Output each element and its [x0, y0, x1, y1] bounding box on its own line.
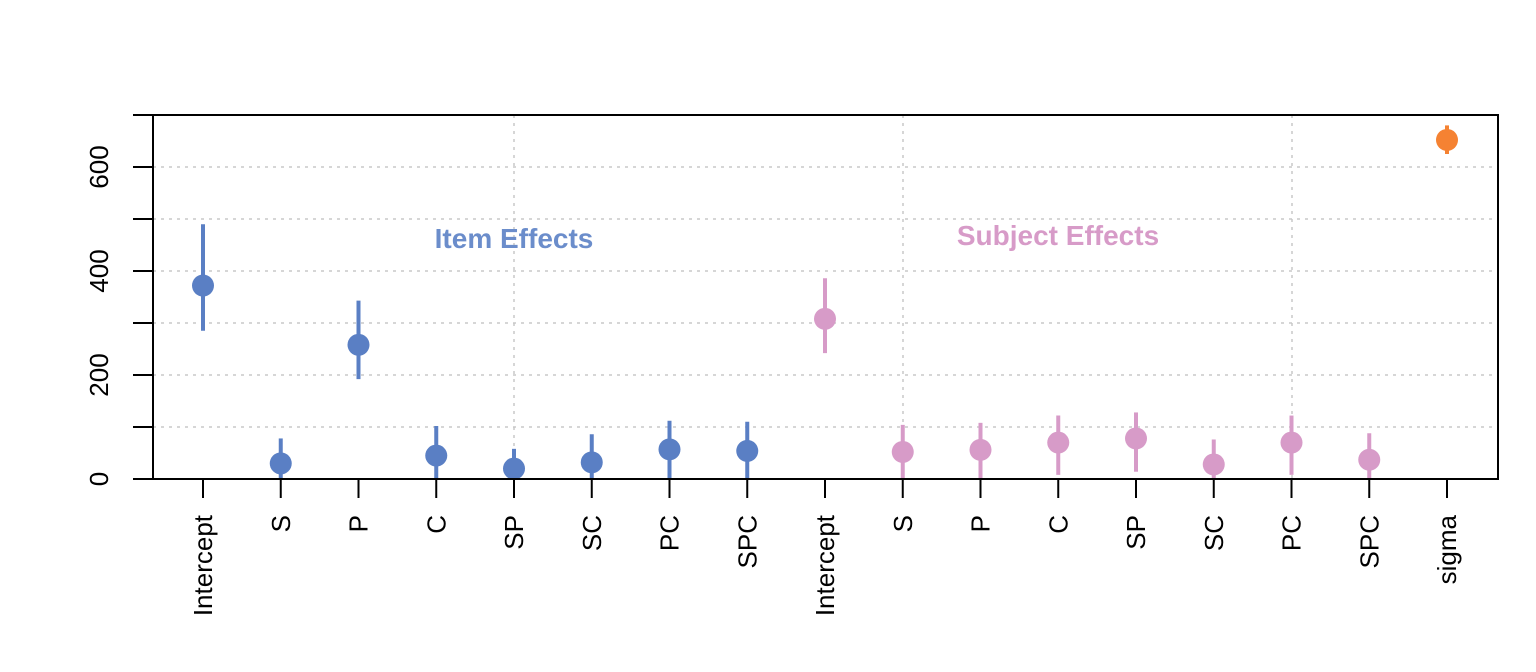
item-effects-label: Item Effects — [435, 223, 594, 254]
x-tick-label: PC — [655, 515, 685, 551]
x-tick-label: SP — [499, 515, 529, 550]
x-tick-label: P — [344, 515, 374, 532]
data-point — [580, 451, 603, 474]
data-point — [192, 274, 214, 297]
x-tick-label: SC — [1199, 515, 1229, 551]
x-tick-label: C — [1043, 515, 1073, 534]
x-tick-label: C — [421, 515, 451, 534]
data-point — [1436, 128, 1458, 151]
error-bars — [201, 125, 1449, 479]
x-tick-label: PC — [1277, 515, 1307, 551]
data-point — [969, 438, 992, 461]
data-point — [503, 457, 525, 480]
data-point — [1125, 427, 1147, 450]
data-point — [425, 444, 448, 467]
x-tick-label: P — [966, 515, 996, 532]
data-point — [814, 307, 836, 330]
x-tick-label: SPC — [732, 515, 762, 568]
x-tick-label: sigma — [1432, 514, 1462, 584]
data-point — [1202, 453, 1225, 476]
data-point — [736, 439, 759, 462]
y-tick-label: 400 — [84, 249, 114, 292]
data-point — [347, 333, 370, 356]
x-tick-label: SC — [577, 515, 607, 551]
data-point — [891, 440, 914, 463]
data-point — [658, 438, 681, 461]
data-point — [1358, 448, 1381, 471]
data-point — [269, 452, 292, 475]
x-tick-label: SP — [1121, 515, 1151, 550]
data-point — [1047, 431, 1070, 454]
y-axis: 0 200 400 600 — [84, 114, 153, 486]
points — [192, 128, 1458, 480]
x-axis: Intercept S P C SP SC PC SPC Intercept S P C SP SC PC S… — [188, 479, 1462, 616]
data-point — [1280, 431, 1303, 454]
x-tick-label: SPC — [1354, 515, 1384, 568]
y-tick-label: 200 — [84, 353, 114, 396]
subject-effects-label: Subject Effects — [957, 220, 1159, 251]
y-tick-label: 600 — [84, 145, 114, 188]
x-tick-label: S — [888, 515, 918, 532]
y-tick-label: 0 — [84, 472, 114, 486]
x-tick-label: Intercept — [188, 514, 218, 616]
x-tick-label: Intercept — [810, 514, 840, 616]
x-tick-label: S — [266, 515, 296, 532]
